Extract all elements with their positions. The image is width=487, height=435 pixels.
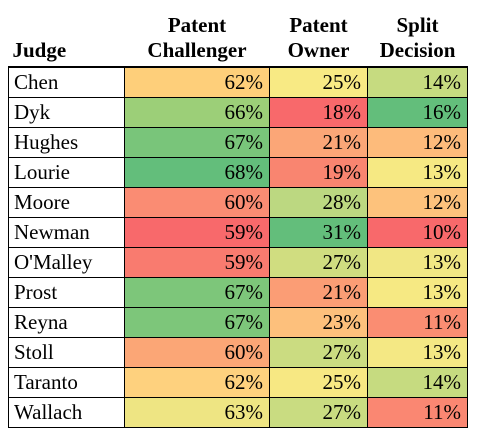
judge-name-cell: Wallach: [8, 397, 125, 428]
table-row: Prost 67% 21% 13%: [8, 277, 468, 308]
patent-challenger-cell: 67%: [124, 277, 270, 308]
header-owner-line2: Owner: [287, 38, 350, 62]
split-decision-cell: 14%: [367, 66, 468, 98]
table-row: Wallach 63% 27% 11%: [8, 397, 468, 428]
header-patent-owner: Patent Owner: [270, 5, 368, 67]
table-row: O'Malley 59% 27% 13%: [8, 247, 468, 278]
patent-challenger-cell: 66%: [124, 97, 270, 128]
patent-challenger-cell: 63%: [124, 397, 270, 428]
patent-challenger-cell: 62%: [124, 367, 270, 398]
patent-challenger-cell: 60%: [124, 337, 270, 368]
split-decision-cell: 13%: [367, 337, 468, 368]
header-judge-label: Judge: [12, 38, 67, 62]
patent-challenger-cell: 62%: [124, 66, 270, 98]
split-decision-cell: 10%: [367, 217, 468, 248]
patent-owner-cell: 28%: [269, 187, 368, 218]
header-row: Judge Patent Challenger Patent Owner Spl…: [9, 5, 468, 67]
patent-owner-cell: 23%: [269, 307, 368, 338]
table-header: Judge Patent Challenger Patent Owner Spl…: [9, 5, 468, 67]
patent-challenger-cell: 67%: [124, 127, 270, 158]
patent-owner-cell: 21%: [269, 127, 368, 158]
patent-owner-cell: 27%: [269, 397, 368, 428]
table-row: Chen 62% 25% 14%: [8, 66, 468, 98]
split-decision-cell: 14%: [367, 367, 468, 398]
split-decision-cell: 13%: [367, 157, 468, 188]
table-row: Hughes 67% 21% 12%: [8, 127, 468, 158]
split-decision-cell: 11%: [367, 307, 468, 338]
patent-challenger-cell: 59%: [124, 217, 270, 248]
header-split-line2: Decision: [379, 38, 456, 62]
patent-owner-cell: 27%: [269, 337, 368, 368]
judge-name-cell: Stoll: [8, 337, 125, 368]
judge-outcomes-table: Judge Patent Challenger Patent Owner Spl…: [8, 5, 468, 428]
table-row: Lourie 68% 19% 13%: [8, 157, 468, 188]
split-decision-cell: 13%: [367, 247, 468, 278]
judge-name-cell: Reyna: [8, 307, 125, 338]
patent-owner-cell: 19%: [269, 157, 368, 188]
patent-owner-cell: 31%: [269, 217, 368, 248]
header-challenger-line1: Patent: [167, 13, 227, 37]
patent-owner-cell: 18%: [269, 97, 368, 128]
judge-name-cell: Dyk: [8, 97, 125, 128]
split-decision-cell: 12%: [367, 187, 468, 218]
header-split-line1: Split: [396, 13, 439, 37]
patent-owner-cell: 27%: [269, 247, 368, 278]
judge-name-cell: Prost: [8, 277, 125, 308]
judge-name-cell: Chen: [8, 66, 125, 98]
judge-name-cell: Hughes: [8, 127, 125, 158]
judge-name-cell: Taranto: [8, 367, 125, 398]
table-row: Dyk 66% 18% 16%: [8, 97, 468, 128]
patent-owner-cell: 21%: [269, 277, 368, 308]
header-owner-line1: Patent: [289, 13, 348, 37]
header-split-decision: Split Decision: [368, 5, 468, 67]
judge-name-cell: Moore: [8, 187, 125, 218]
header-patent-challenger: Patent Challenger: [125, 5, 270, 67]
split-decision-cell: 12%: [367, 127, 468, 158]
table-row: Taranto 62% 25% 14%: [8, 367, 468, 398]
header-challenger-line2: Challenger: [147, 38, 247, 62]
judge-name-cell: Newman: [8, 217, 125, 248]
split-decision-cell: 11%: [367, 397, 468, 428]
split-decision-cell: 13%: [367, 277, 468, 308]
patent-challenger-cell: 60%: [124, 187, 270, 218]
table-row: Stoll 60% 27% 13%: [8, 337, 468, 368]
header-judge: Judge: [9, 5, 125, 67]
table-row: Newman 59% 31% 10%: [8, 217, 468, 248]
patent-challenger-cell: 59%: [124, 247, 270, 278]
split-decision-cell: 16%: [367, 97, 468, 128]
table-row: Reyna 67% 23% 11%: [8, 307, 468, 338]
patent-owner-cell: 25%: [269, 367, 368, 398]
patent-challenger-cell: 68%: [124, 157, 270, 188]
judge-name-cell: Lourie: [8, 157, 125, 188]
judge-name-cell: O'Malley: [8, 247, 125, 278]
table-row: Moore 60% 28% 12%: [8, 187, 468, 218]
patent-challenger-cell: 67%: [124, 307, 270, 338]
patent-owner-cell: 25%: [269, 66, 368, 98]
table-body: Chen 62% 25% 14% Dyk 66% 18% 16% Hughes 67% 21% 12%…: [8, 66, 468, 428]
